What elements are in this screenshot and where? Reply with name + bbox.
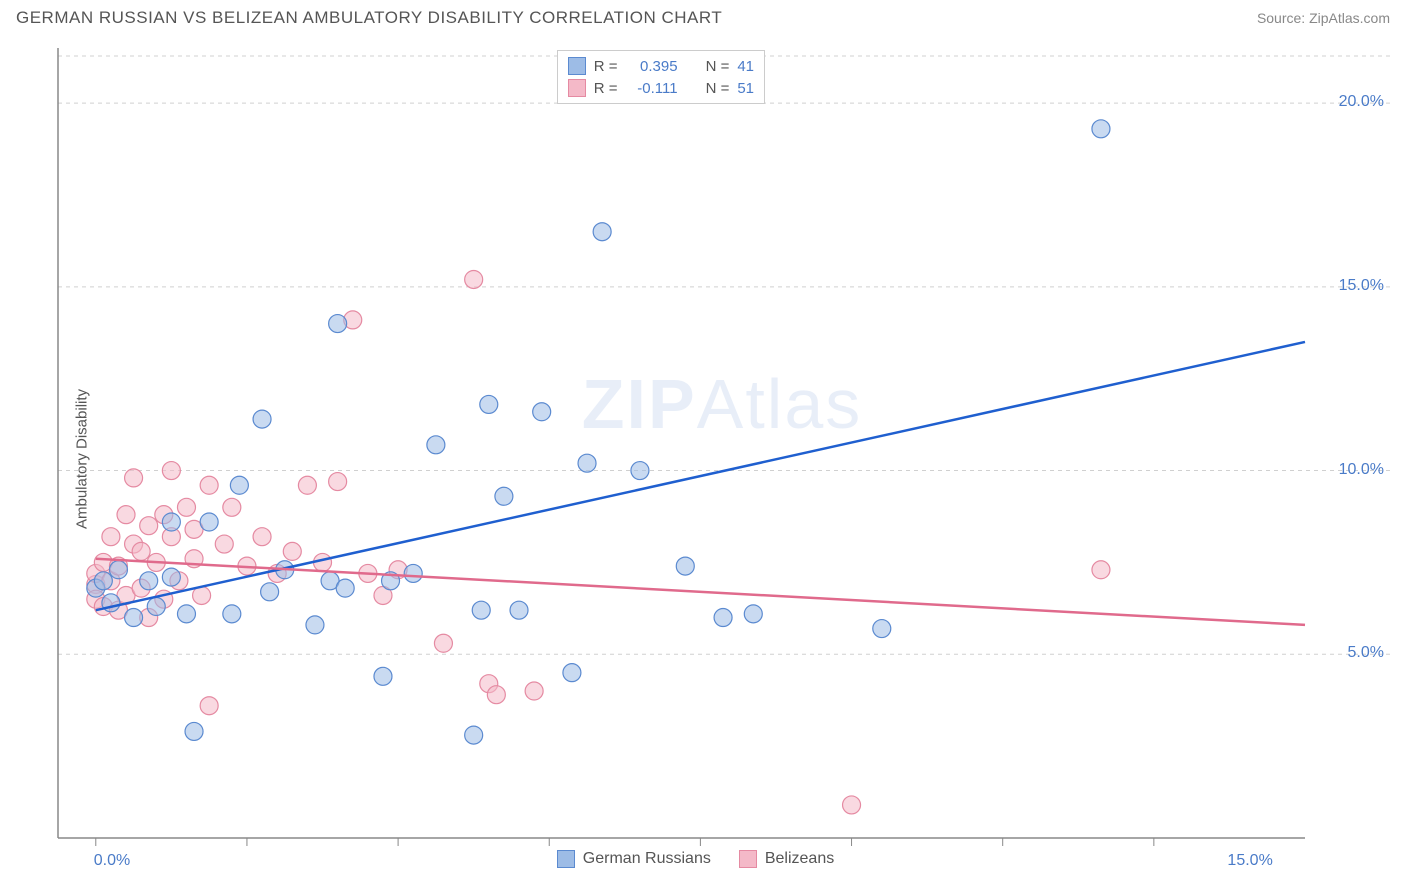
data-point — [185, 722, 203, 740]
data-point — [253, 528, 271, 546]
data-point — [132, 542, 150, 560]
data-point — [177, 498, 195, 516]
data-point — [109, 561, 127, 579]
data-point — [465, 726, 483, 744]
data-point — [374, 667, 392, 685]
x-tick-label: 0.0% — [94, 852, 130, 870]
legend-r-value: 0.395 — [626, 58, 678, 75]
data-point — [94, 572, 112, 590]
data-point — [147, 598, 165, 616]
data-point — [631, 462, 649, 480]
data-point — [283, 542, 301, 560]
data-point — [714, 609, 732, 627]
data-point — [200, 513, 218, 531]
y-tick-label: 20.0% — [1339, 93, 1384, 111]
legend-swatch — [568, 57, 586, 75]
data-point — [487, 686, 505, 704]
data-point — [676, 557, 694, 575]
data-point — [1092, 120, 1110, 138]
scatter-chart — [50, 42, 1390, 876]
data-point — [223, 605, 241, 623]
data-point — [472, 601, 490, 619]
data-point — [306, 616, 324, 634]
data-point — [125, 609, 143, 627]
data-point — [495, 487, 513, 505]
legend-n-value: 41 — [737, 58, 754, 75]
data-point — [140, 517, 158, 535]
y-tick-label: 5.0% — [1348, 644, 1384, 662]
series-legend-item: German Russians — [557, 850, 711, 868]
series-legend-label: German Russians — [583, 850, 711, 868]
data-point — [162, 513, 180, 531]
data-point — [480, 395, 498, 413]
data-point — [329, 315, 347, 333]
data-point — [843, 796, 861, 814]
legend-r-value: -0.111 — [626, 80, 678, 97]
data-point — [177, 605, 195, 623]
legend-n-label: N = — [706, 80, 730, 97]
y-tick-label: 15.0% — [1339, 277, 1384, 295]
data-point — [117, 506, 135, 524]
series-legend-item: Belizeans — [739, 850, 834, 868]
data-point — [510, 601, 528, 619]
legend-n-label: N = — [706, 58, 730, 75]
legend-r-label: R = — [594, 58, 618, 75]
data-point — [298, 476, 316, 494]
legend-swatch — [568, 79, 586, 97]
data-point — [873, 620, 891, 638]
legend-row: R = -0.111 N = 51 — [568, 77, 754, 99]
legend-swatch — [739, 850, 757, 868]
data-point — [140, 572, 158, 590]
series-legend: German Russians Belizeans — [557, 850, 834, 868]
data-point — [533, 403, 551, 421]
data-point — [404, 564, 422, 582]
data-point — [1092, 561, 1110, 579]
chart-container: Ambulatory Disability ZIPAtlas 5.0%10.0%… — [50, 42, 1390, 876]
data-point — [162, 568, 180, 586]
data-point — [223, 498, 241, 516]
correlation-legend: R = 0.395 N = 41 R = -0.111 N = 51 — [557, 50, 765, 104]
data-point — [578, 454, 596, 472]
y-axis-label: Ambulatory Disability — [74, 389, 91, 529]
data-point — [593, 223, 611, 241]
chart-source: Source: ZipAtlas.com — [1257, 10, 1390, 26]
data-point — [200, 697, 218, 715]
data-point — [744, 605, 762, 623]
data-point — [215, 535, 233, 553]
data-point — [525, 682, 543, 700]
data-point — [261, 583, 279, 601]
data-point — [125, 469, 143, 487]
y-tick-label: 10.0% — [1339, 461, 1384, 479]
legend-swatch — [557, 850, 575, 868]
x-tick-label: 15.0% — [1227, 852, 1272, 870]
data-point — [200, 476, 218, 494]
trend-line — [96, 342, 1305, 610]
data-point — [563, 664, 581, 682]
data-point — [336, 579, 354, 597]
data-point — [329, 473, 347, 491]
data-point — [253, 410, 271, 428]
data-point — [102, 528, 120, 546]
data-point — [427, 436, 445, 454]
data-point — [465, 270, 483, 288]
legend-n-value: 51 — [737, 80, 754, 97]
data-point — [434, 634, 452, 652]
legend-r-label: R = — [594, 80, 618, 97]
legend-row: R = 0.395 N = 41 — [568, 55, 754, 77]
data-point — [230, 476, 248, 494]
series-legend-label: Belizeans — [765, 850, 834, 868]
chart-title: GERMAN RUSSIAN VS BELIZEAN AMBULATORY DI… — [16, 8, 722, 28]
data-point — [162, 462, 180, 480]
